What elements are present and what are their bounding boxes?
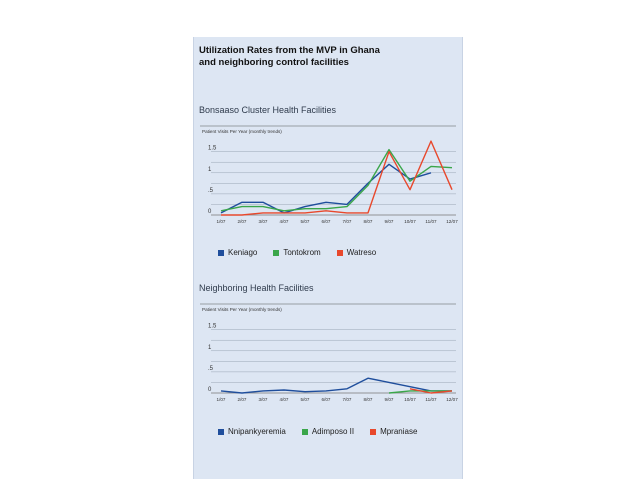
legend-swatch: [218, 428, 224, 435]
legend-label: Mpraniase: [380, 427, 418, 436]
x-tick-label: 5/07: [301, 219, 310, 224]
y-tick-label: 1: [208, 167, 212, 173]
x-tick-label: 11/07: [425, 397, 437, 402]
x-tick-label: 6/07: [322, 397, 331, 402]
chart-2: Patient Visits Per Year (monthly trends)…: [200, 303, 458, 402]
x-tick-label: 1/07: [217, 397, 226, 402]
x-tick-label: 10/07: [404, 219, 416, 224]
y-tick-label: 1: [208, 345, 212, 351]
y-tick-label: .5: [208, 188, 214, 194]
x-tick-label: 7/07: [343, 397, 352, 402]
y-tick-label: 1.5: [208, 146, 217, 152]
x-tick-label: 1/07: [217, 219, 226, 224]
x-tick-label: 6/07: [322, 219, 331, 224]
chart-1-legend: Keniago Tontokrom Watreso: [218, 248, 376, 257]
x-tick-label: 5/07: [301, 397, 310, 402]
x-tick-label: 2/07: [238, 397, 247, 402]
series-line-nnipankyeremia: [220, 377, 452, 394]
series-line-tontokrom: [220, 148, 453, 212]
x-tick-label: 12/07: [446, 219, 458, 224]
y-axis-label: Patient Visits Per Year (monthly trends): [202, 307, 282, 312]
x-tick-label: 12/07: [446, 397, 458, 402]
x-tick-label: 3/07: [259, 397, 268, 402]
legend-swatch: [301, 428, 308, 435]
legend-label: Tontokrom: [283, 248, 321, 257]
x-tick-label: 8/07: [364, 397, 373, 402]
x-tick-label: 7/07: [343, 219, 352, 224]
x-tick-label: 9/07: [385, 219, 394, 224]
page-title: Utilization Rates from the MVP in Ghana …: [199, 45, 380, 68]
legend-item: Mpraniase: [370, 427, 417, 436]
x-tick-label: 4/07: [280, 219, 289, 224]
series-line-watreso: [221, 140, 453, 216]
y-tick-label: 0: [208, 387, 212, 393]
y-tick-label: 1.5: [208, 324, 217, 330]
legend-swatch: [218, 249, 224, 256]
x-tick-label: 3/07: [259, 219, 268, 224]
legend-swatch: [370, 428, 377, 435]
legend-label: Keniago: [228, 248, 258, 257]
x-tick-label: 8/07: [364, 219, 373, 224]
x-tick-label: 2/07: [238, 219, 247, 224]
legend-swatch: [273, 249, 280, 256]
series-line-keniago: [220, 163, 432, 214]
legend-item: Adimposo II: [301, 427, 355, 436]
legend-label: Watreso: [346, 248, 377, 257]
legend-label: Nnipankyeremia: [228, 427, 286, 436]
x-tick-label: 9/07: [385, 397, 394, 402]
legend-item: Nnipankyeremia: [218, 427, 286, 436]
legend-item: Watreso: [336, 248, 377, 257]
chart-2-subtitle: Neighboring Health Facilities: [199, 283, 314, 293]
x-tick-label: 11/07: [425, 219, 437, 224]
y-tick-label: 0: [208, 209, 212, 215]
y-axis-label: Patient Visits Per Year (monthly trends): [202, 129, 282, 134]
chart-panel: Utilization Rates from the MVP in Ghana …: [193, 37, 463, 479]
x-tick-label: 10/07: [404, 397, 416, 402]
legend-item: Keniago: [218, 248, 257, 257]
chart-2-legend: Nnipankyeremia Adimposo II Mpraniase: [218, 427, 417, 436]
legend-label: Adimposo II: [311, 427, 355, 436]
y-tick-label: .5: [208, 366, 214, 372]
chart-1: Patient Visits Per Year (monthly trends)…: [200, 125, 458, 224]
series-line-mpraniase: [409, 388, 453, 394]
chart-1-subtitle: Bonsaaso Cluster Health Facilities: [199, 105, 337, 115]
legend-item: Tontokrom: [273, 248, 321, 257]
x-tick-label: 4/07: [280, 397, 289, 402]
legend-swatch: [336, 249, 343, 256]
